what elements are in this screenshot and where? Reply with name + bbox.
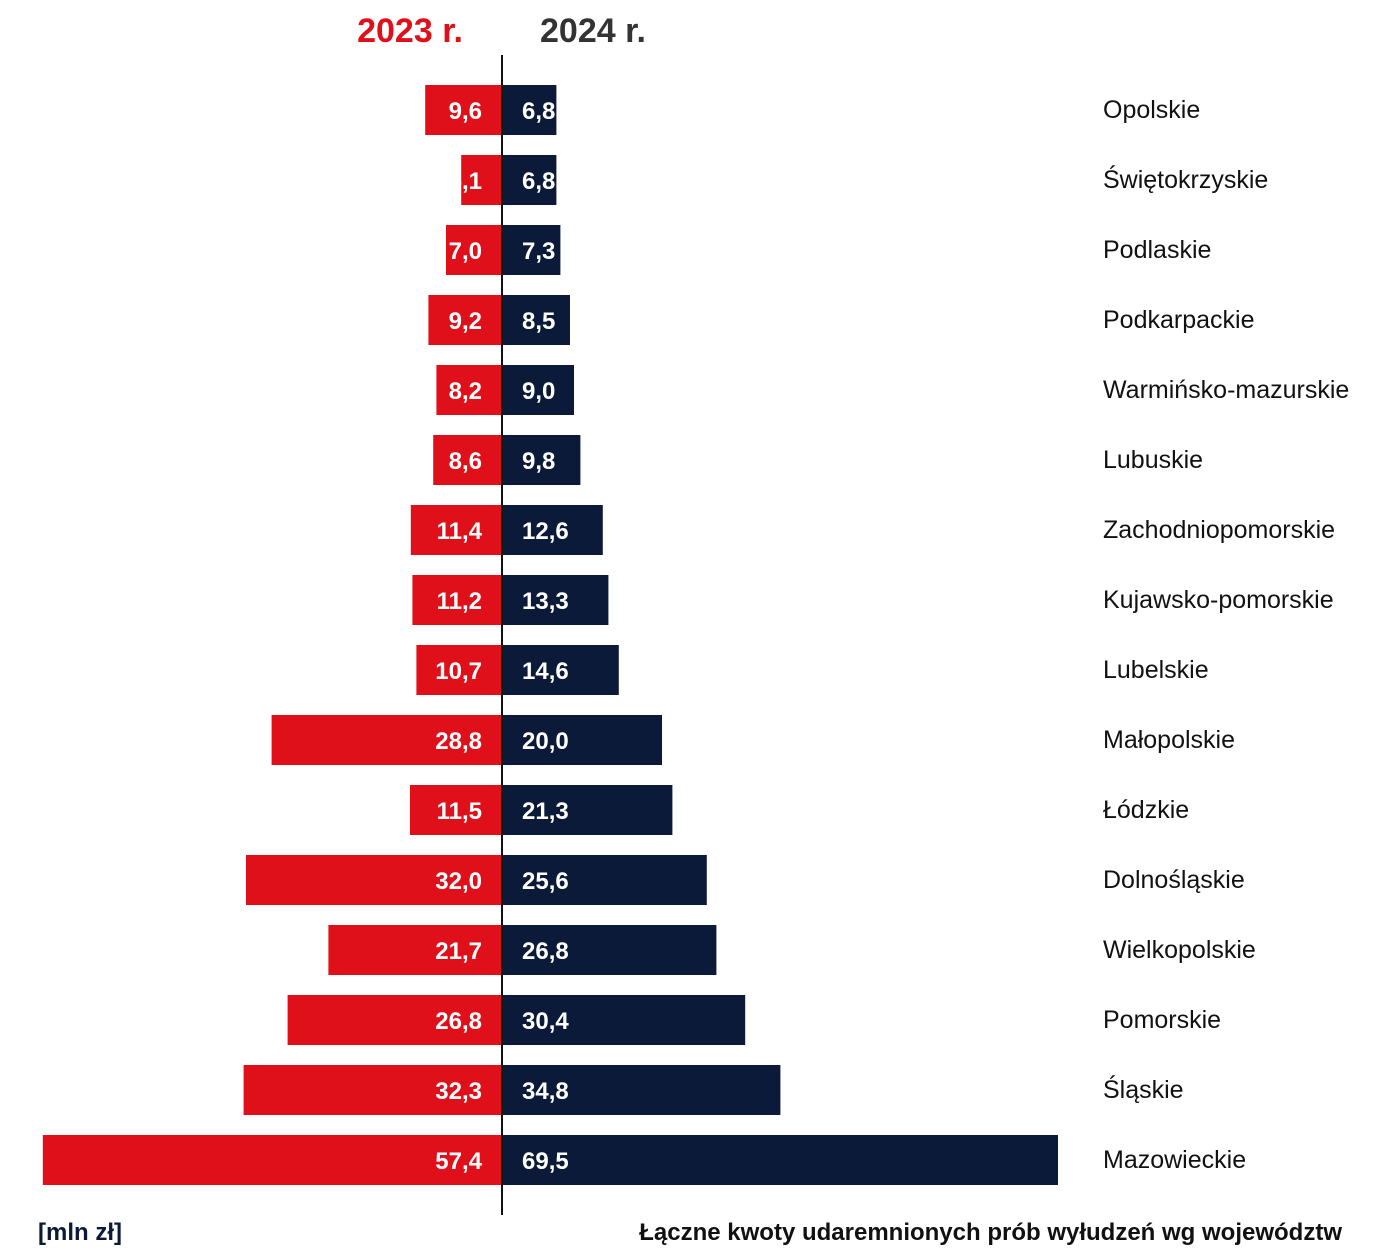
category-label: Warmińsko-mazurskie xyxy=(1103,376,1349,404)
value-label-2024: 6,8 xyxy=(522,168,555,195)
value-label-2024: 12,6 xyxy=(522,518,569,545)
value-label-2024: 13,3 xyxy=(522,588,569,615)
chart-caption: Łączne kwoty udaremnionych prób wyłudzeń… xyxy=(639,1219,1342,1246)
legend-2024: 2024 r. xyxy=(540,12,646,50)
value-label-2024: 30,4 xyxy=(522,1008,569,1035)
value-label-2024: 6,8 xyxy=(522,98,555,125)
category-label: Pomorskie xyxy=(1103,1006,1221,1034)
category-label: Małopolskie xyxy=(1103,726,1235,754)
value-label-2023: 11,4 xyxy=(437,518,483,545)
category-label: Podkarpackie xyxy=(1103,306,1254,334)
value-label-2024: 8,5 xyxy=(522,308,555,335)
value-label-2023: 32,3 xyxy=(435,1078,482,1105)
bar-2023 xyxy=(425,85,502,135)
category-label: Podlaskie xyxy=(1103,236,1211,264)
bar-2024 xyxy=(502,505,603,555)
category-label: Wielkopolskie xyxy=(1103,936,1256,964)
category-label: Śląskie xyxy=(1103,1074,1184,1104)
category-label: Lubuskie xyxy=(1103,446,1203,474)
value-label-2024: 9,8 xyxy=(522,448,555,475)
unit-label: [mln zł] xyxy=(38,1219,122,1246)
bar-2024 xyxy=(502,855,707,905)
value-label-2023: 11,2 xyxy=(437,588,482,615)
value-label-2023: 8,2 xyxy=(449,378,482,405)
category-label: Lubelskie xyxy=(1103,656,1209,684)
category-label: Opolskie xyxy=(1103,96,1200,124)
value-label-2024: 7,3 xyxy=(522,238,555,265)
value-label-2024: 14,6 xyxy=(522,658,569,685)
value-label-2023: 5,1 xyxy=(449,168,482,195)
value-label-2023: 21,7 xyxy=(435,938,482,965)
value-label-2024: 26,8 xyxy=(522,938,569,965)
value-label-2023: 57,4 xyxy=(435,1148,482,1175)
bar-2023 xyxy=(328,925,502,975)
bar-2023 xyxy=(412,575,502,625)
value-label-2023: 32,0 xyxy=(435,868,482,895)
bar-2023 xyxy=(246,855,502,905)
bar-2023 xyxy=(42,1135,503,1185)
value-label-2023: 11,5 xyxy=(437,798,482,825)
value-label-2023: 8,6 xyxy=(449,448,482,475)
category-label: Zachodniopomorskie xyxy=(1103,516,1335,544)
value-label-2023: 26,8 xyxy=(435,1008,482,1035)
category-label: Dolnośląskie xyxy=(1103,866,1245,894)
value-label-2024: 69,5 xyxy=(522,1148,569,1175)
bar-2024 xyxy=(502,995,746,1045)
bars-group: 9,6 6,8 Opolskie 5,1 6,8 Świętokrzyskie 7,0 7,3… xyxy=(42,85,1349,1185)
category-label: Świętokrzyskie xyxy=(1103,164,1268,194)
value-label-2023: 7,0 xyxy=(449,238,482,265)
bar-2024 xyxy=(502,925,717,975)
bar-2023 xyxy=(410,505,502,555)
category-label: Łódzkie xyxy=(1103,796,1189,824)
bar-2024 xyxy=(502,575,609,625)
bar-2024 xyxy=(502,1135,1058,1185)
bar-2023 xyxy=(243,1065,502,1115)
bar-2023 xyxy=(433,435,502,485)
category-label: Mazowieckie xyxy=(1103,1146,1246,1174)
value-label-2024: 9,0 xyxy=(522,378,555,405)
bar-2024 xyxy=(502,365,574,415)
value-label-2023: 9,2 xyxy=(449,308,482,335)
bar-2023 xyxy=(436,365,502,415)
category-label: Kujawsko-pomorskie xyxy=(1103,586,1334,614)
value-label-2023: 10,7 xyxy=(435,658,482,685)
value-label-2023: 9,6 xyxy=(449,98,482,125)
bar-2023 xyxy=(446,225,502,275)
bar-2023 xyxy=(287,995,502,1045)
bar-2024 xyxy=(502,155,557,205)
bar-2024 xyxy=(502,1065,781,1115)
bar-2024 xyxy=(502,225,561,275)
value-label-2024: 34,8 xyxy=(522,1078,569,1105)
bar-2024 xyxy=(502,645,619,695)
bar-2024 xyxy=(502,715,662,765)
bar-2023 xyxy=(271,715,502,765)
legend-2023: 2023 r. xyxy=(357,12,463,50)
bar-2023 xyxy=(416,645,502,695)
value-label-2023: 28,8 xyxy=(435,728,482,755)
bar-2024 xyxy=(502,295,570,345)
bar-2023 xyxy=(461,155,502,205)
value-label-2024: 21,3 xyxy=(522,798,569,825)
bar-2024 xyxy=(502,85,557,135)
bar-2023 xyxy=(428,295,502,345)
bar-2023 xyxy=(410,785,502,835)
value-label-2024: 20,0 xyxy=(522,728,569,755)
bar-2024 xyxy=(502,435,581,485)
value-label-2024: 25,6 xyxy=(522,868,569,895)
bar-2024 xyxy=(502,785,673,835)
